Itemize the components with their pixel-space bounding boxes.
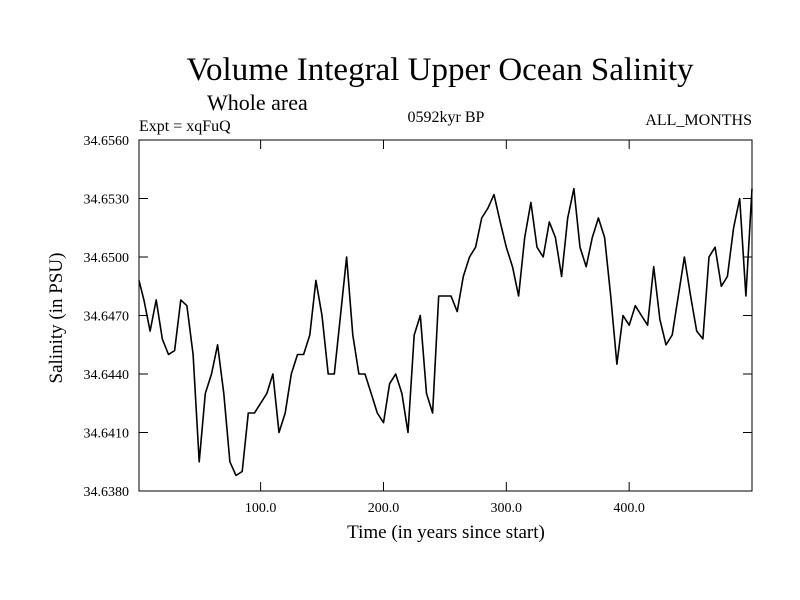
chart-subtitle: Whole area [207, 90, 308, 115]
x-tick-label: 100.0 [245, 501, 277, 516]
period-label: 0592kyr BP [408, 109, 485, 126]
y-axis-ticks: 34.6380 34.6410 34.6440 34.6470 34.6500 34.65… [84, 134, 752, 500]
chart-title: Volume Integral Upper Ocean Salinity [186, 52, 694, 88]
months-label: ALL_MONTHS [645, 112, 752, 129]
x-axis-ticks: 100.0 200.0 300.0 400.0 [245, 140, 645, 516]
y-axis-label: Salinity (in PSU) [46, 253, 67, 384]
x-axis-label: Time (in years since start) [347, 522, 545, 543]
x-tick-label: 400.0 [613, 501, 645, 516]
x-tick-label: 200.0 [368, 501, 400, 516]
y-tick-label: 34.6530 [84, 193, 130, 208]
y-tick-label: 34.6470 [84, 310, 130, 325]
x-tick-label: 300.0 [491, 501, 523, 516]
salinity-series-line [138, 187, 753, 477]
y-tick-label: 34.6500 [84, 251, 130, 266]
y-tick-label: 34.6560 [84, 134, 130, 149]
y-tick-label: 34.6440 [84, 368, 130, 383]
experiment-label: Expt = xqFuQ [139, 118, 231, 135]
y-tick-label: 34.6380 [84, 485, 130, 500]
y-tick-label: 34.6410 [84, 427, 130, 442]
